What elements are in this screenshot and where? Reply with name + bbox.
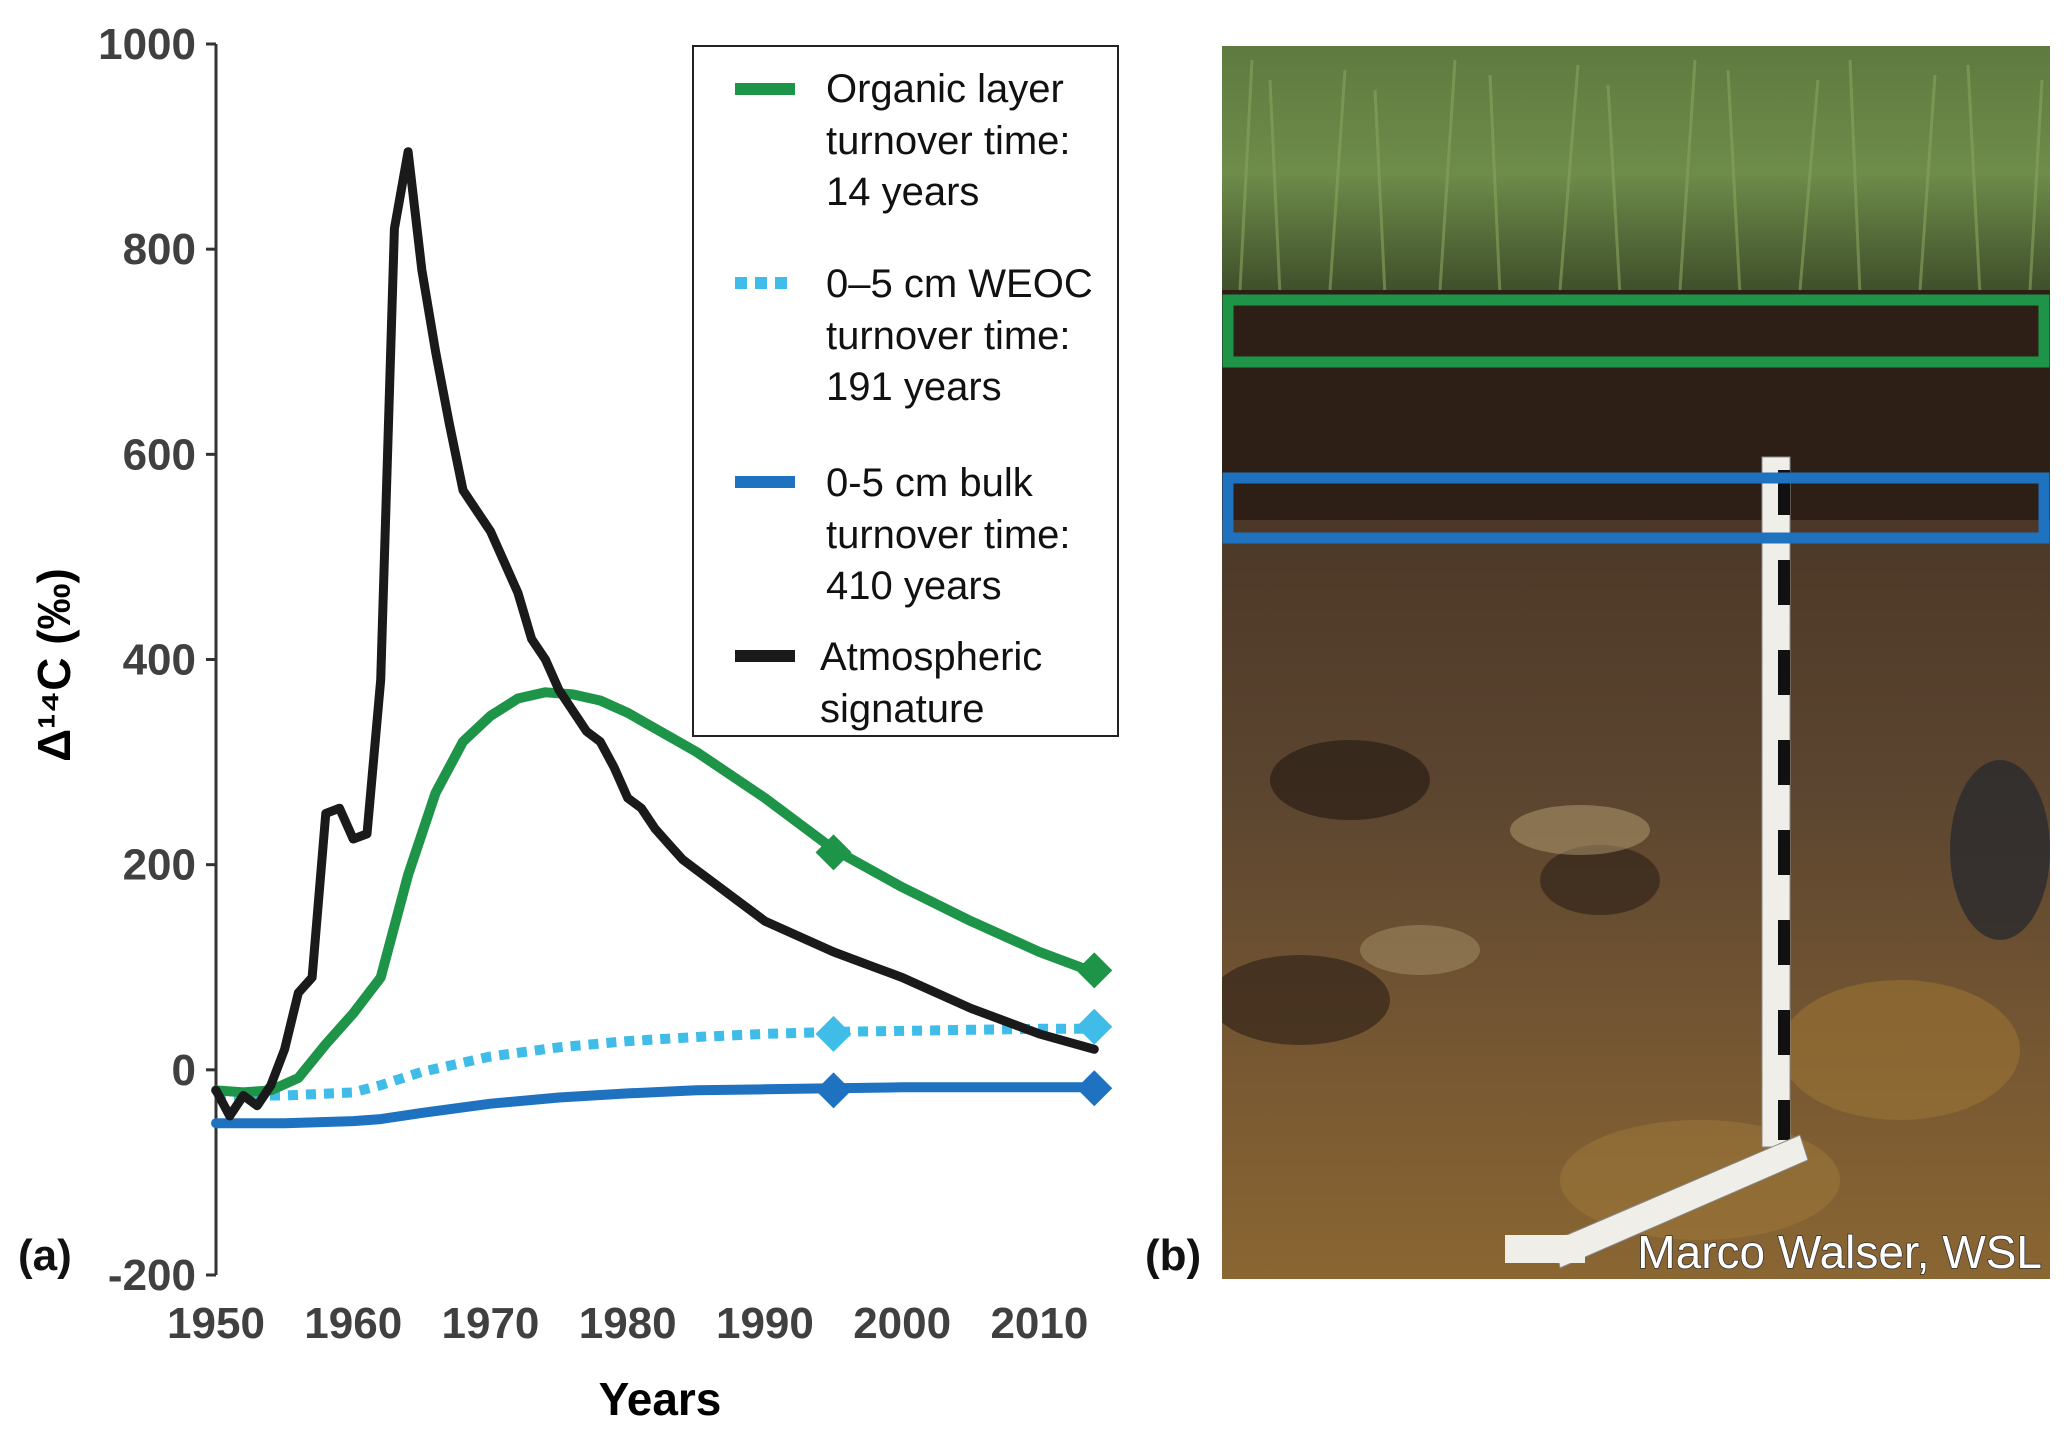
photo-litter-layer	[1222, 290, 2050, 520]
series-line-atmospheric	[211, 147, 1099, 1121]
x-tick-label: 2000	[853, 1299, 951, 1348]
panel-label-a: (a)	[18, 1231, 72, 1280]
legend-weoc-line1: 0–5 cm WEOC	[826, 262, 1093, 306]
legend-organic-line1: Organic layer	[826, 67, 1064, 111]
marker-bulk	[1076, 1070, 1113, 1107]
x-tick-label: 1980	[579, 1299, 677, 1348]
marker-organic	[815, 834, 852, 871]
series-line-weoc	[216, 1023, 1095, 1101]
legend-bulk-line2: turnover time:	[826, 513, 1071, 557]
y-axis-ticks: -200 0 200 400 600 800 1000	[98, 20, 216, 1300]
organic-layer-highlight	[1222, 294, 2050, 368]
y-tick-label: -200	[108, 1251, 196, 1300]
measuring-ruler	[1505, 456, 1809, 1269]
x-tick-label: 2010	[990, 1299, 1088, 1348]
series-line-bulk	[211, 1082, 1100, 1129]
bulk-layer-highlight	[1222, 472, 2050, 544]
legend-organic-line3: 14 years	[826, 170, 979, 214]
marker-organic	[1076, 952, 1113, 989]
legend-item-organic: Organic layer turnover time: 14 years	[735, 67, 1071, 214]
marker-weoc	[1076, 1008, 1113, 1045]
legend: Organic layer turnover time: 14 years 0–…	[692, 45, 1119, 737]
x-tick-label: 1990	[716, 1299, 814, 1348]
legend-item-atmospheric: Atmospheric signature	[735, 635, 1042, 731]
x-tick-label: 1960	[304, 1299, 402, 1348]
x-axis-title: Years	[599, 1373, 722, 1425]
grass-texture	[1238, 59, 2044, 296]
x-axis-ticks: 1950 1960 1970 1980 1990 2000 2010	[167, 1299, 1088, 1348]
y-axis-title: Δ¹⁴C (‰)	[28, 568, 80, 762]
legend-weoc-line2: turnover time:	[826, 314, 1071, 358]
y-tick-label: 1000	[98, 20, 196, 69]
marker-weoc	[815, 1015, 852, 1052]
legend-frame	[692, 45, 1119, 737]
series-layer	[211, 147, 1113, 1129]
panel-label-b: (b)	[1145, 1231, 1201, 1280]
legend-organic-line2: turnover time:	[826, 119, 1071, 163]
soil-profile-photo: Marco Walser, WSL	[1222, 46, 2050, 1279]
legend-atmospheric-line1: Atmospheric	[820, 635, 1042, 679]
y-tick-label: 0	[172, 1046, 196, 1095]
x-tick-label: 1970	[442, 1299, 540, 1348]
legend-atmospheric-line2: signature	[820, 687, 985, 731]
y-tick-label: 200	[123, 841, 196, 890]
series-line-organic	[211, 687, 1100, 1098]
legend-item-weoc: 0–5 cm WEOC turnover time: 191 years	[735, 262, 1093, 409]
y-tick-label: 800	[123, 225, 196, 274]
y-tick-label: 400	[123, 636, 196, 685]
legend-item-bulk: 0-5 cm bulk turnover time: 410 years	[735, 461, 1071, 608]
legend-bulk-line3: 410 years	[826, 564, 1002, 608]
x-tick-label: 1950	[167, 1299, 265, 1348]
y-tick-label: 600	[123, 430, 196, 479]
photo-credit: Marco Walser, WSL	[1637, 1226, 2042, 1278]
legend-weoc-line3: 191 years	[826, 365, 1002, 409]
marker-bulk	[815, 1072, 852, 1109]
legend-bulk-line1: 0-5 cm bulk	[826, 461, 1034, 505]
photo-vegetation	[1222, 46, 2050, 301]
